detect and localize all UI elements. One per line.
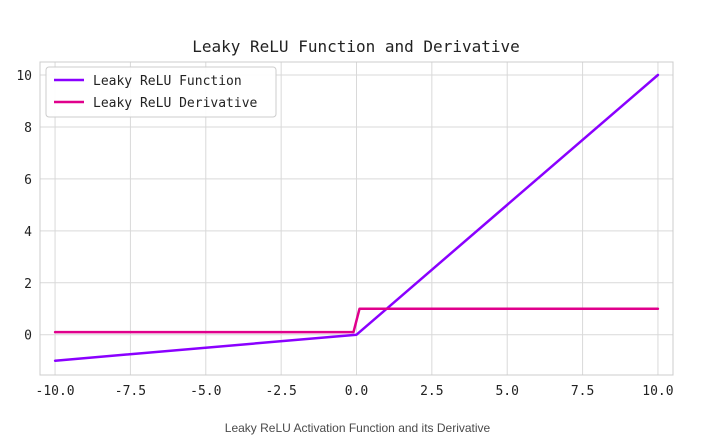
legend-box — [45, 66, 277, 118]
y-axis-ticks: 0 2 4 6 8 10 — [16, 69, 32, 344]
x-tick-label: -7.5 — [115, 384, 146, 399]
chart-title: Leaky ReLU Function and Derivative — [192, 37, 520, 56]
grid — [40, 62, 673, 375]
x-tick-label: 0.0 — [345, 384, 368, 399]
plot-area-frame — [39, 61, 674, 376]
legend-label-function: Leaky ReLU Function — [93, 74, 242, 89]
series-lines — [53, 73, 660, 362]
y-tick-label: 0 — [24, 329, 32, 344]
y-tick-label: 8 — [24, 121, 32, 136]
y-tick-label: 6 — [24, 173, 32, 188]
x-tick-label: -5.0 — [190, 384, 221, 399]
y-tick-label: 4 — [24, 225, 32, 240]
y-tick-label: 10 — [16, 69, 32, 84]
legend-label-derivative: Leaky ReLU Derivative — [93, 96, 258, 111]
y-tick-label: 2 — [24, 277, 32, 292]
figure-caption: Leaky ReLU Activation Function and its D… — [224, 421, 491, 435]
series-line-1 — [53, 307, 660, 334]
x-tick-label: 10.0 — [642, 384, 673, 399]
x-axis-ticks: -10.0 -7.5 -5.0 -2.5 0.0 2.5 5.0 7.5 10.0 — [36, 384, 674, 399]
x-tick-label: 5.0 — [495, 384, 518, 399]
series-line-0 — [53, 73, 660, 362]
x-tick-label: 2.5 — [420, 384, 443, 399]
x-tick-label: -2.5 — [265, 384, 296, 399]
x-tick-label: 7.5 — [571, 384, 594, 399]
legend: Leaky ReLU Function Leaky ReLU Derivativ… — [45, 66, 277, 118]
x-tick-label: -10.0 — [36, 384, 75, 399]
